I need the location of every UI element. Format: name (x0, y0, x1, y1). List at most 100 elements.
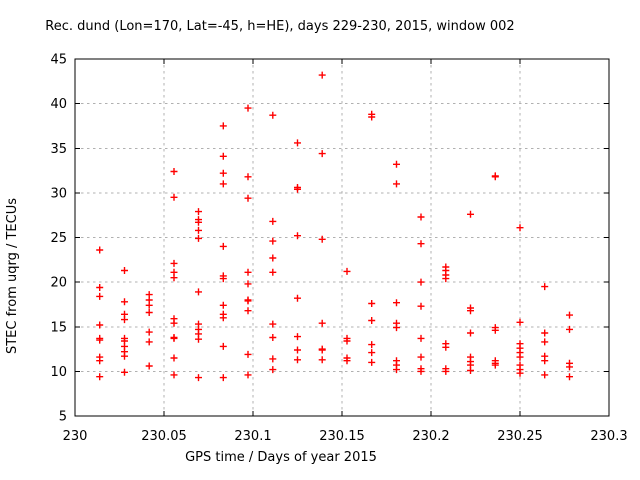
x-tick-label: 230.2 (412, 429, 449, 444)
data-point-marker (195, 374, 202, 382)
data-point-marker (195, 218, 202, 226)
data-point-marker (219, 152, 227, 160)
x-tick-label: 230.15 (319, 429, 365, 444)
data-point-marker (368, 358, 376, 366)
data-point-marker (516, 369, 524, 377)
data-point-marker (195, 288, 202, 296)
data-point-marker (368, 113, 376, 121)
data-point-marker (467, 210, 474, 218)
data-point-marker (121, 352, 128, 360)
data-point-marker (368, 317, 376, 324)
data-point-marker (170, 371, 178, 379)
y-tick-label: 25 (50, 231, 67, 246)
y-tick-label: 10 (50, 365, 67, 380)
data-point-marker (170, 168, 178, 175)
data-point-marker (294, 139, 301, 147)
x-tick-label: 230.3 (590, 429, 627, 444)
data-point-marker (541, 371, 549, 379)
x-tick-label: 230 (63, 429, 88, 444)
data-point-marker (219, 242, 227, 250)
y-tick-label: 15 (50, 320, 67, 335)
data-point-marker (343, 357, 351, 365)
y-axis-label: STEC from uqrg / TECUs (5, 198, 20, 354)
data-point-marker (244, 104, 252, 112)
data-point-marker (145, 338, 153, 346)
data-point-marker (318, 150, 326, 158)
data-point-marker (170, 259, 178, 267)
data-point-marker (516, 318, 524, 326)
data-point-marker (269, 111, 277, 119)
data-point-marker (170, 334, 178, 342)
data-point-marker (195, 335, 202, 343)
data-point-marker (318, 235, 326, 243)
data-point-marker (417, 240, 425, 248)
data-point-marker (219, 301, 227, 309)
data-point-marker (244, 297, 252, 305)
data-point-marker (516, 353, 524, 361)
data-point-marker (294, 356, 301, 364)
data-point-marker (96, 373, 104, 381)
data-point-marker (170, 274, 178, 282)
data-point-marker (269, 237, 277, 245)
data-point-marker (541, 329, 549, 337)
tick-labels: 230 230.05 230.1 230.15 230.2 230.25 230.3 5 10 1… (50, 53, 627, 445)
data-point-marker (491, 361, 499, 369)
data-point-marker (195, 226, 202, 234)
data-point-marker (244, 371, 252, 379)
data-point-marker (566, 311, 573, 319)
data-point-marker (170, 193, 178, 201)
data-point-marker (145, 328, 153, 336)
data-point-marker (145, 362, 153, 370)
data-point-marker (195, 234, 202, 242)
data-point-marker (442, 343, 450, 351)
data-point-marker (244, 307, 252, 315)
data-point-marker (566, 325, 573, 333)
data-point-marker (145, 309, 153, 316)
data-point-marker (269, 254, 277, 262)
data-point-marker (318, 319, 326, 327)
y-tick-label: 35 (50, 142, 67, 157)
data-point-marker (269, 355, 277, 363)
data-point-marker (219, 169, 227, 177)
data-point-marker (368, 349, 376, 357)
data-point-marker (145, 301, 153, 309)
data-point-marker (244, 194, 252, 202)
data-point-marker (417, 334, 425, 342)
data-point-marker (219, 314, 227, 322)
data-point-marker (417, 213, 425, 221)
data-point-marker (417, 278, 425, 286)
data-point-marker (269, 320, 277, 328)
data-point-marker (121, 267, 128, 274)
data-point-marker (219, 180, 227, 188)
data-point-marker (294, 294, 301, 302)
data-point-marker (393, 160, 400, 168)
data-point-marker (294, 333, 301, 341)
data-point-marker (121, 298, 128, 306)
data-point-marker (170, 354, 178, 362)
x-tick-label: 230.05 (141, 429, 187, 444)
data-point-marker (541, 338, 549, 346)
data-point-marker (467, 307, 474, 315)
data-point-marker (195, 208, 202, 216)
data-point-marker (393, 180, 400, 188)
y-tick-label: 20 (50, 276, 67, 291)
data-point-marker (244, 350, 252, 358)
data-point-marker (96, 284, 104, 291)
data-point-marker (96, 357, 104, 365)
data-point-marker (96, 292, 104, 300)
data-point-marker (393, 324, 400, 332)
data-point-marker (393, 366, 400, 374)
data-point-marker (491, 173, 499, 181)
data-point-marker (96, 321, 104, 329)
data-point-marker (417, 302, 425, 310)
data-point-marker (442, 275, 450, 283)
data-point-marker (121, 368, 128, 376)
data-point-marker (368, 300, 376, 307)
data-point-marker (219, 122, 227, 130)
data-point-marker (294, 185, 301, 193)
y-tick-label: 5 (59, 410, 67, 425)
data-point-marker (417, 367, 425, 375)
data-point-marker (244, 280, 252, 288)
data-point-marker (343, 337, 351, 345)
